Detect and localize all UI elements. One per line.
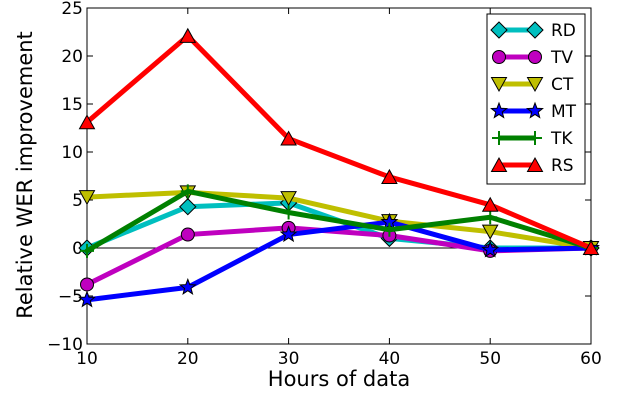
plot-frame <box>86 7 592 345</box>
data-point-rs <box>280 130 297 146</box>
data-point-mt <box>178 277 197 295</box>
data-point-tv <box>80 277 94 292</box>
data-point-rs <box>381 168 398 184</box>
legend-marker <box>492 131 506 145</box>
series-line-ct <box>84 189 594 251</box>
legend-marker <box>490 156 508 172</box>
data-point-tv <box>180 227 195 242</box>
legend-marker <box>526 101 544 119</box>
y-tick-label: −10 <box>47 335 83 355</box>
data-point-ct <box>280 191 297 207</box>
y-tick-label: 10 <box>61 143 83 163</box>
legend-entry-ct: CT <box>490 75 574 95</box>
x-tick-label: 20 <box>177 349 199 369</box>
plot-series <box>78 27 600 308</box>
data-point-tk <box>180 184 195 199</box>
legend-box <box>486 13 586 185</box>
y-tick-label: −5 <box>58 287 83 307</box>
legend-marker <box>526 77 544 93</box>
y-tick-label: 25 <box>61 0 83 19</box>
legend-entry-rd: RD <box>490 21 576 41</box>
legend-marker <box>492 50 506 64</box>
data-point-mt <box>279 225 298 243</box>
legend-marker <box>526 156 544 172</box>
series-line-rs <box>84 33 594 251</box>
data-point-ct <box>481 224 499 240</box>
data-point-mt <box>481 240 500 258</box>
legend-label: TK <box>550 129 573 149</box>
data-point-tk <box>382 222 397 237</box>
series-line-mt <box>84 219 594 303</box>
data-point-rs <box>481 196 499 212</box>
x-tick-label: 60 <box>580 349 602 369</box>
x-tick-label: 50 <box>479 349 501 369</box>
y-tick-label: 0 <box>72 239 83 259</box>
x-tick-label: 30 <box>278 349 300 369</box>
data-point-tk <box>281 205 296 220</box>
legend-marker <box>528 131 542 145</box>
x-tick-label: 40 <box>379 349 401 369</box>
legend-entry-rs: RS <box>490 156 574 176</box>
data-point-rs <box>179 27 197 43</box>
data-point-mt <box>78 290 96 308</box>
series-line-tk <box>84 188 594 254</box>
x-tick-label: 10 <box>76 349 98 369</box>
legend-label: TV <box>550 48 573 68</box>
data-point-rs <box>78 114 96 130</box>
data-point-tk <box>80 243 94 258</box>
series-rs <box>78 27 600 255</box>
y-tick-label: 5 <box>72 191 83 211</box>
legend-marker <box>526 21 544 39</box>
y-tick-label: 20 <box>61 47 83 67</box>
legend-label: MT <box>551 102 577 122</box>
legend-marker <box>528 50 542 64</box>
legend-marker <box>490 21 508 39</box>
legend-label: CT <box>551 75 574 95</box>
y-axis-label: Relative WER improvement <box>13 31 37 319</box>
data-point-rs <box>582 239 600 255</box>
legend-entry-tk: TK <box>492 129 573 149</box>
legend-label: RD <box>551 21 576 41</box>
data-point-rd <box>179 198 197 216</box>
series-tv <box>80 220 598 292</box>
series-tk <box>80 184 598 258</box>
data-point-tk <box>483 210 498 225</box>
legend-marker <box>490 101 508 119</box>
y-tick-label: 15 <box>61 95 83 115</box>
legend-entry-tv: TV <box>492 48 573 68</box>
data-point-ct <box>78 190 96 206</box>
legend: RD TV CT MT TK RS <box>486 13 586 185</box>
legend-entry-mt: MT <box>490 101 577 122</box>
legend-marker <box>490 77 508 93</box>
legend-label: RS <box>551 156 574 176</box>
x-axis-label: Hours of data <box>268 367 410 391</box>
